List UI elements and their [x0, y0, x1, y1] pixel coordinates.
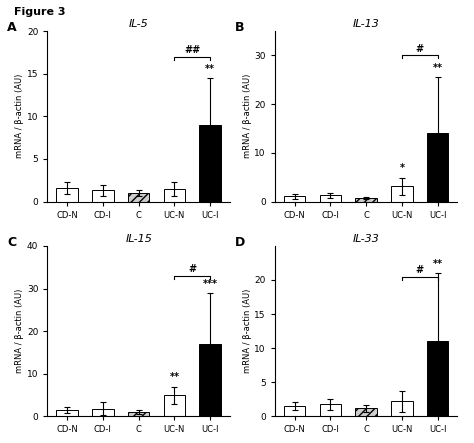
Text: C: C: [7, 236, 17, 249]
Y-axis label: mRNA / β-actin (AU): mRNA / β-actin (AU): [15, 74, 24, 159]
Title: IL-33: IL-33: [353, 234, 380, 244]
Text: D: D: [235, 236, 245, 249]
Text: Figure 3: Figure 3: [14, 7, 66, 17]
Text: *: *: [400, 163, 404, 173]
Bar: [284, 406, 305, 416]
Bar: [92, 409, 114, 416]
Y-axis label: mRNA / β-actin (AU): mRNA / β-actin (AU): [243, 74, 252, 159]
Text: ***: ***: [203, 279, 218, 288]
Title: IL-5: IL-5: [129, 19, 148, 29]
Bar: [356, 408, 377, 416]
Text: **: **: [433, 63, 443, 73]
Bar: [164, 189, 185, 202]
Bar: [56, 188, 78, 202]
Bar: [284, 196, 305, 202]
Bar: [128, 193, 149, 202]
Text: ##: ##: [184, 45, 201, 55]
Bar: [128, 412, 149, 416]
Text: #: #: [416, 44, 424, 54]
Bar: [92, 190, 114, 202]
Title: IL-13: IL-13: [353, 19, 380, 29]
Bar: [427, 342, 448, 416]
Bar: [200, 344, 221, 416]
Bar: [391, 187, 413, 202]
Text: **: **: [205, 64, 215, 74]
Bar: [319, 195, 341, 202]
Bar: [391, 401, 413, 416]
Text: A: A: [7, 21, 17, 34]
Text: B: B: [235, 21, 244, 34]
Bar: [164, 395, 185, 416]
Text: **: **: [433, 259, 443, 269]
Bar: [200, 125, 221, 202]
Bar: [356, 198, 377, 202]
Bar: [56, 410, 78, 416]
Text: #: #: [416, 265, 424, 275]
Title: IL-15: IL-15: [125, 234, 152, 244]
Y-axis label: mRNA / β-actin (AU): mRNA / β-actin (AU): [243, 289, 252, 373]
Text: #: #: [188, 264, 196, 274]
Bar: [427, 133, 448, 202]
Text: **: **: [169, 372, 180, 382]
Y-axis label: mRNA / β-actin (AU): mRNA / β-actin (AU): [15, 289, 24, 373]
Bar: [319, 404, 341, 416]
